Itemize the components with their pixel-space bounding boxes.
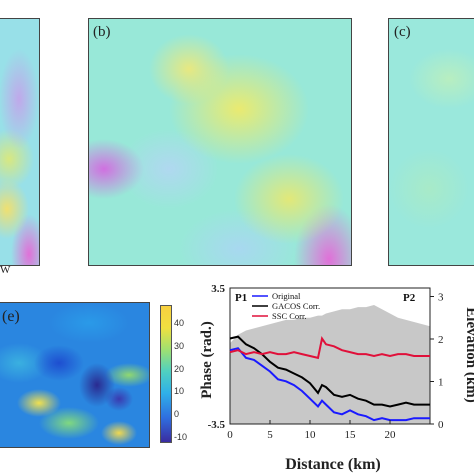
y2-tick-label: 1	[438, 377, 444, 389]
y-tick-top: 3.5	[211, 283, 225, 295]
y2-axis-label: Elevation (km)	[463, 307, 474, 402]
colorbar-tick: 40	[174, 318, 185, 328]
series-line	[229, 335, 430, 408]
colorbar-tick: 10	[174, 386, 185, 396]
y2-tick-label: 3	[438, 292, 444, 304]
colorbar-tick: 0	[174, 409, 180, 419]
map-panel-c	[388, 18, 474, 266]
map-panel-e	[0, 302, 150, 448]
y-axis-label: Phase (rad.)	[199, 321, 215, 399]
x-axis-label: Distance (km)	[285, 456, 381, 473]
map-panel-a	[0, 18, 40, 266]
x-tick-label: 20	[385, 429, 397, 441]
x-tick-label: 5	[267, 429, 273, 441]
colorbar	[160, 305, 172, 443]
series-line	[229, 336, 430, 360]
panel-e-label: (e)	[2, 308, 20, 325]
annotation-p1: P1	[235, 292, 247, 304]
legend-label: Original	[272, 291, 301, 301]
map-panel-b	[88, 18, 352, 266]
elevation-profile	[230, 305, 430, 424]
colorbar-tick: 20	[174, 364, 185, 374]
panel-f-label: (f)	[264, 407, 280, 424]
panel-a-edge-text: W	[0, 264, 11, 276]
colorbar-tick: -10	[174, 432, 188, 442]
x-tick-label: 0	[227, 429, 233, 441]
plot-frame	[229, 287, 431, 425]
colorbar-tick: 30	[174, 341, 185, 351]
annotation-p2: P2	[403, 292, 416, 304]
y2-tick-label: 0	[438, 419, 444, 431]
legend-label: SSC Corr.	[272, 311, 307, 321]
y-tick-bottom: -3.5	[208, 419, 226, 431]
panel-c-label: (c)	[394, 24, 411, 40]
series-line	[229, 347, 430, 422]
x-tick-label: 10	[305, 429, 317, 441]
y2-tick-label: 2	[438, 334, 444, 346]
panel-b-label: (b)	[93, 24, 111, 40]
x-tick-label: 15	[345, 429, 357, 441]
legend-label: GACOS Corr.	[272, 301, 320, 311]
